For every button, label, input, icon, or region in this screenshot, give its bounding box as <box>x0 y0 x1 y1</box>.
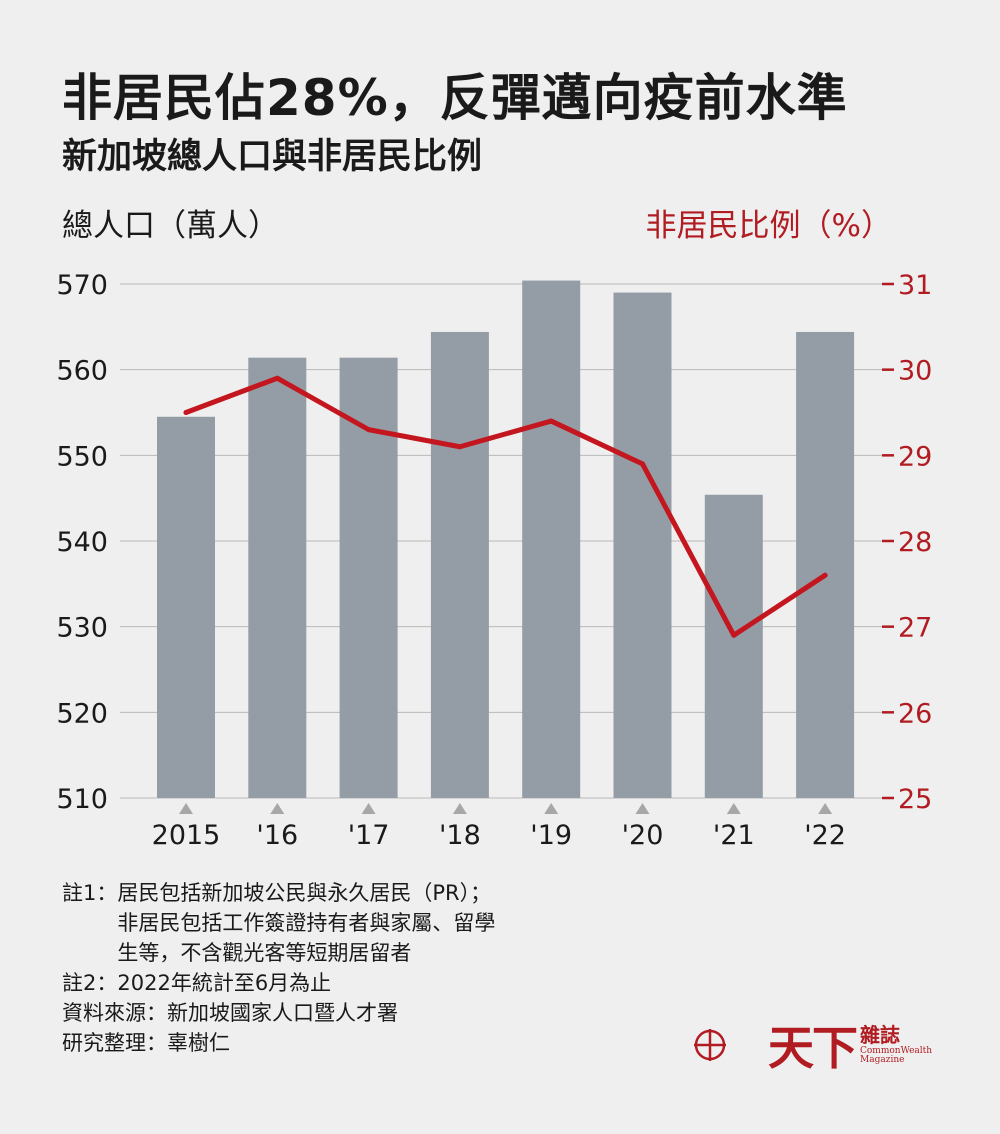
population-bar <box>248 357 307 798</box>
nonresident-share-point <box>822 572 828 578</box>
research-credit-text: 辜樹仁 <box>167 1031 230 1055</box>
population-bar <box>157 416 215 798</box>
x-tick-label: '17 <box>348 820 390 851</box>
x-tick-label: 2015 <box>152 820 221 851</box>
logo-name-en-1: CommonWealth <box>860 1046 933 1056</box>
x-tick-marker <box>726 803 741 814</box>
x-tick-marker <box>270 803 285 814</box>
population-bar <box>796 331 855 798</box>
left-axis-title: 總人口（萬人） <box>62 208 279 244</box>
x-tick-marker <box>818 803 833 814</box>
data-source: 資料來源： 新加坡國家人口暨人才署 <box>62 998 495 1028</box>
nonresident-share-point <box>366 427 372 433</box>
chart-subtitle: 新加坡總人口與非居民比例 <box>62 137 483 177</box>
right-tick-label: 28 <box>898 527 932 558</box>
crosshair-circle-icon <box>694 1029 726 1061</box>
x-tick-marker <box>544 803 559 814</box>
footnotes: 註1： 居民包括新加坡公民與永久居民（PR）； 非居民包括工作簽證持有者與家屬、… <box>62 878 495 1058</box>
x-tick-label: '16 <box>256 820 298 851</box>
right-tick-label: 26 <box>898 698 932 729</box>
nonresident-share-point <box>183 410 189 415</box>
population-chart: 510 520 530 540 550 560 570 25 26 27 28 29 30 31 2015 '… <box>56 270 932 851</box>
x-tick-marker <box>635 803 650 814</box>
note-1-line-3: 生等，不含觀光客等短期居留者 <box>117 941 412 965</box>
axis-ticks: 510 520 530 540 550 560 570 25 26 27 28 29 30 31 2015 '… <box>56 270 932 851</box>
right-tick-label: 30 <box>898 356 932 387</box>
note-1-label: 註1： <box>62 881 118 905</box>
x-tick-marker <box>361 803 376 814</box>
note-2-text: 2022年統計至6月為止 <box>117 971 332 995</box>
logo-name-small: 雜誌 <box>860 1023 900 1047</box>
right-tick-label: 29 <box>898 441 932 472</box>
population-bar <box>522 280 581 798</box>
left-tick-label: 510 <box>56 784 108 815</box>
left-tick-label: 520 <box>56 698 108 729</box>
x-tick-label: '18 <box>439 820 481 851</box>
x-tick-marker <box>452 803 467 814</box>
nonresident-share-point <box>457 444 463 450</box>
gridlines <box>120 283 882 799</box>
note-2: 註2： 2022年統計至6月為止 <box>62 968 495 998</box>
data-source-label: 資料來源： <box>62 1001 167 1025</box>
nonresident-share-point <box>548 418 554 424</box>
x-tick-marker <box>179 803 193 814</box>
x-tick-label: '22 <box>804 820 846 851</box>
population-bar <box>704 494 763 798</box>
nonresident-share-point <box>731 632 737 638</box>
right-tick-label: 31 <box>898 270 932 301</box>
x-tick-label: '20 <box>622 820 664 851</box>
left-tick-label: 560 <box>56 356 108 387</box>
note-1-line-1: 居民包括新加坡公民與永久居民（PR）； <box>117 881 492 905</box>
population-bar <box>430 331 489 798</box>
commonwealth-logo: 天下 雜誌 CommonWealth Magazine <box>692 1012 932 1078</box>
right-axis-title: 非居民比例（%） <box>645 208 892 244</box>
right-tick-label: 25 <box>898 784 932 815</box>
logo-name: 天下 <box>768 1021 858 1075</box>
x-tick-label: '21 <box>713 820 755 851</box>
population-bar <box>613 292 672 798</box>
data-source-text: 新加坡國家人口暨人才署 <box>167 1001 398 1025</box>
left-tick-label: 540 <box>56 527 108 558</box>
research-credit: 研究整理： 辜樹仁 <box>62 1028 495 1058</box>
x-tick-label: '19 <box>530 820 572 851</box>
research-credit-label: 研究整理： <box>62 1031 167 1055</box>
nonresident-share-line <box>183 375 828 638</box>
note-1-line-2: 非居民包括工作簽證持有者與家屬、留學 <box>117 911 496 935</box>
nonresident-share-point <box>274 375 280 381</box>
note-1: 註1： 居民包括新加坡公民與永久居民（PR）； 非居民包括工作簽證持有者與家屬、… <box>62 878 495 968</box>
left-tick-label: 570 <box>56 270 108 301</box>
population-bar <box>339 357 398 798</box>
right-tick-label: 27 <box>898 613 932 644</box>
note-2-label: 註2： <box>62 971 118 995</box>
nonresident-share-polyline <box>183 375 828 638</box>
chart-title: 非居民佔28%，反彈邁向疫前水準 <box>62 69 848 127</box>
left-tick-label: 530 <box>56 613 108 644</box>
nonresident-share-point <box>640 461 645 467</box>
logo-name-en-2: Magazine <box>860 1055 905 1065</box>
left-tick-label: 550 <box>56 441 108 472</box>
population-bars <box>157 280 855 798</box>
